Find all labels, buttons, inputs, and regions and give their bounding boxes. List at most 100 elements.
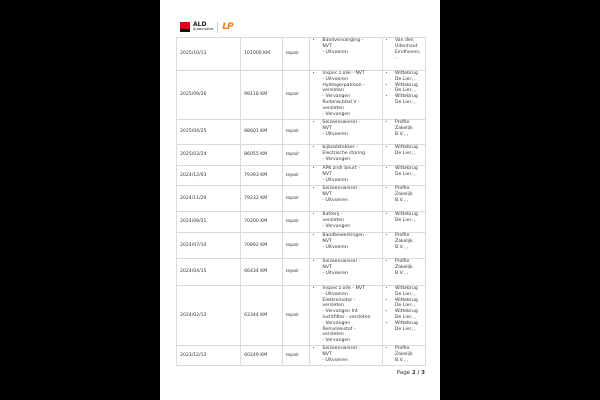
type-cell: repair (281, 144, 311, 166)
type-cell: repair (281, 211, 311, 233)
description-item: bijlaadstekker - Electrische storing - V… (322, 145, 379, 162)
mileage-cell: 66434 KM (240, 258, 283, 286)
ald-automotive-logo: ALD Automotive LP (180, 21, 234, 33)
vendor-cell: Profile Zakelijk B.V., , (381, 119, 427, 145)
description-item: Bandbewerkingen - NVT - Uitvoeren (322, 233, 379, 250)
date-cell: 2025/09/26 (175, 70, 242, 120)
description-cell: Seizoenswissel - NVT - Uitvoeren (309, 119, 383, 145)
date-cell: 2024/04/15 (175, 258, 242, 286)
type-cell: repair (281, 119, 311, 145)
vendor-cell: Wittebrug De Lier, , (381, 211, 427, 233)
description-item: APK zndr beurt - NVT - Uitvoeren (322, 166, 379, 183)
vendor-cell: Profile Zakelijk B.V., , (381, 185, 427, 212)
vendor-item: Profile Zakelijk B.V., , (395, 346, 422, 363)
description-item: Seizoenswissel - NVT - Uitvoeren (322, 186, 379, 203)
vendor-cell: Wittebrug De Lier, , (381, 144, 427, 166)
date-cell: 2025/03/24 (175, 144, 242, 166)
description-cell: Bandvervanging - NVT - Uitvoeren (309, 37, 383, 71)
date-cell: 2023/12/12 (175, 345, 242, 366)
vendor-item: Wittebrug De Lier, , (395, 298, 422, 310)
description-cell: Inspec z.olie - NVT - Uitvoeren Hydroger… (309, 70, 383, 120)
vendor-cell: Profile Zakelijk B.V., , (381, 232, 427, 259)
vendor-item: Wittebrug De Lier, , (395, 94, 422, 106)
type-cell: repair (281, 285, 311, 346)
date-cell: 2024/02/12 (175, 285, 242, 346)
vendor-cell: Profile Zakelijk B.V., , (381, 258, 427, 286)
date-cell: 2024/11/29 (175, 185, 242, 212)
type-cell: repair (281, 37, 311, 71)
type-cell: repair (281, 185, 311, 212)
date-cell: 2025/10/13 (175, 37, 242, 71)
type-cell: repair (281, 70, 311, 120)
mileage-cell: 70200 KM (240, 211, 283, 233)
ald-logo-mark (180, 22, 190, 32)
mileage-cell: 63344 KM (240, 285, 283, 346)
description-cell: Seizoenswissel - NVT - Uitvoeren (309, 258, 383, 286)
date-cell: 2025/04/25 (175, 119, 242, 145)
vendor-item: Wittebrug De Lier, , (395, 309, 422, 321)
vendor-item: Wittebrug De Lier, , (395, 145, 422, 157)
vendor-item: Profile Zakelijk B.V., , (395, 259, 422, 276)
mileage-cell: 79232 KM (240, 185, 283, 212)
logo-divider (217, 21, 219, 33)
vendor-item: Wittebrug De Lier, , (395, 166, 422, 178)
description-cell: Seizoenswissel - NVT - Uitvoeren (309, 345, 383, 366)
type-cell: repair (281, 232, 311, 259)
mileage-cell: 101000 KM (240, 37, 283, 71)
description-item: Batterij - versleten - Vervangen (322, 212, 379, 229)
vendor-item: Wittebrug De Lier, , (395, 212, 422, 224)
vendor-cell: Van den Udenhout Eindhoven, , (381, 37, 427, 71)
mileage-cell: 86055 KM (240, 144, 283, 166)
vendor-item: Wittebrug De Lier, , (395, 321, 422, 333)
mileage-cell: 79393 KM (240, 165, 283, 186)
description-item: Bandvervanging - NVT - Uitvoeren (322, 38, 379, 55)
description-item: Seizoenswissel - NVT - Uitvoeren (322, 346, 379, 363)
vendor-item: Profile Zakelijk B.V., , (395, 233, 422, 250)
vendor-item: Van den Udenhout Eindhoven, , (395, 38, 422, 61)
description-cell: Inspec z.olie - NVT - Uitvoeren Elektrom… (309, 285, 383, 346)
date-cell: 2024/12/03 (175, 165, 242, 186)
document-page: ALD Automotive LP 2025/10/13 101000 KM repa… (160, 0, 440, 400)
description-cell: bijlaadstekker - Electrische storing - V… (309, 144, 383, 166)
description-cell: Batterij - versleten - Vervangen (309, 211, 383, 233)
mileage-cell: 70892 KM (240, 232, 283, 259)
date-cell: 2024/08/21 (175, 211, 242, 233)
date-cell: 2024/07/10 (175, 232, 242, 259)
vendor-item: Wittebrug De Lier, , (395, 286, 422, 298)
vendor-cell: Profile Zakelijk B.V., , (381, 345, 427, 366)
description-item: Inspec z.olie - NVT - Uitvoeren Hydroger… (322, 71, 379, 117)
vendor-item: Wittebrug De Lier, , (395, 71, 422, 83)
description-item: Inspec z.olie - NVT - Uitvoeren Elektrom… (322, 286, 379, 344)
vendor-item: Profile Zakelijk B.V., , (395, 120, 422, 137)
description-item: Seizoenswissel - NVT - Uitvoeren (322, 120, 379, 137)
description-cell: Bandbewerkingen - NVT - Uitvoeren (309, 232, 383, 259)
vendor-item: Profile Zakelijk B.V., , (395, 186, 422, 203)
vendor-cell: Wittebrug De Lier, , (381, 165, 427, 186)
vendor-cell: Wittebrug De Lier, ,Wittebrug De Lier, ,… (381, 285, 427, 346)
type-cell: repair (281, 258, 311, 286)
mileage-cell: 99118 KM (240, 70, 283, 120)
vendor-cell: Wittebrug De Lier, ,Wittebrug De Lier, ,… (381, 70, 427, 120)
type-cell: repair (281, 345, 311, 366)
vendor-item: Wittebrug De Lier, , (395, 83, 422, 95)
leaseplan-logo: LP (222, 22, 233, 32)
mileage-cell: 88601 KM (240, 119, 283, 145)
logo-sub: Automotive (193, 27, 214, 31)
mileage-cell: 60249 KM (240, 345, 283, 366)
description-cell: Seizoenswissel - NVT - Uitvoeren (309, 185, 383, 212)
type-cell: repair (281, 165, 311, 186)
logo-brand: ALD (193, 21, 207, 28)
description-cell: APK zndr beurt - NVT - Uitvoeren (309, 165, 383, 186)
